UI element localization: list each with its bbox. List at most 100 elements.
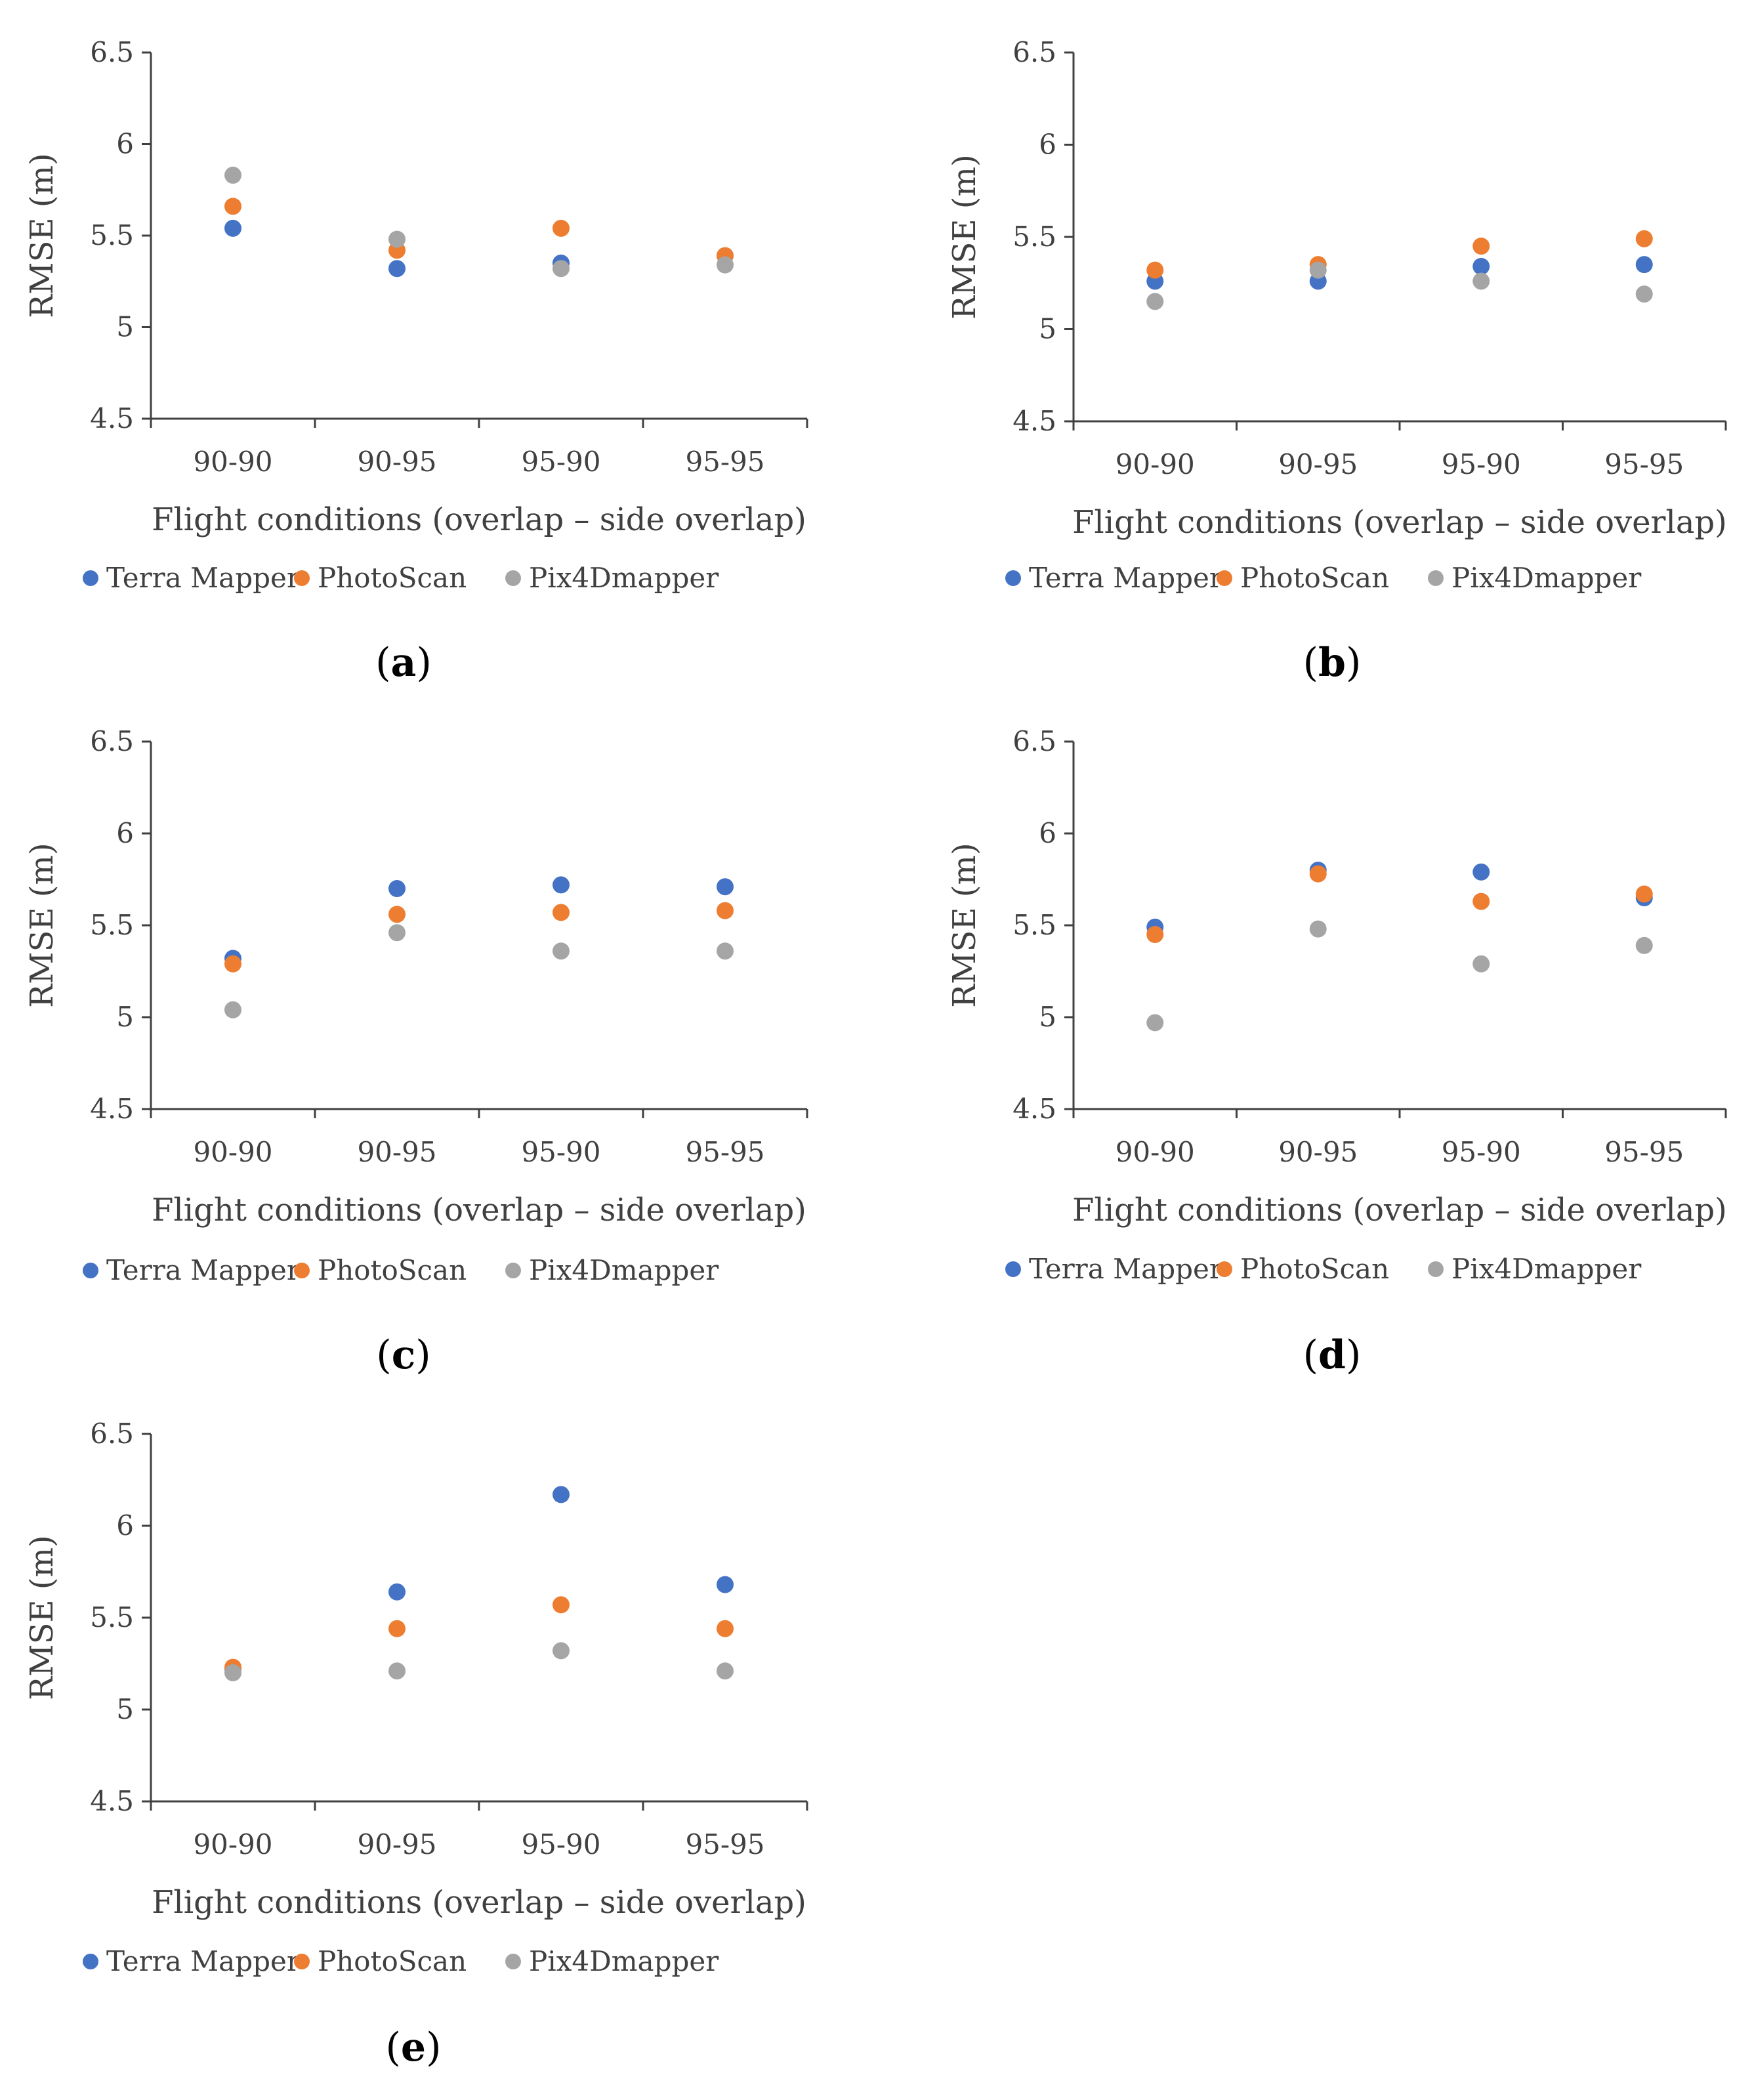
chart-panel-c: 4.5 5 5.5 6 6.5 90-90 90-95 95-90 95-95 Flight co… bbox=[24, 725, 808, 1378]
y-tick-label: 5 bbox=[116, 1693, 134, 1725]
y-axis-title: RMSE (m) bbox=[24, 1535, 60, 1700]
legend-label: PhotoScan bbox=[1240, 1253, 1389, 1285]
data-point-pix4dmapper bbox=[224, 166, 241, 184]
y-axis-title: RMSE (m) bbox=[24, 843, 60, 1007]
y-tick-label: 6 bbox=[1039, 129, 1056, 161]
data-point-terra-mapper bbox=[717, 1576, 734, 1593]
data-point-pix4dmapper bbox=[1472, 272, 1490, 290]
y-tick-label: 5.5 bbox=[90, 909, 134, 941]
x-tick-label: 95-90 bbox=[521, 1136, 600, 1168]
caption-close: ) bbox=[415, 1332, 430, 1378]
data-point-pix4dmapper bbox=[1635, 285, 1653, 303]
data-point-pix4dmapper bbox=[717, 256, 734, 274]
data-point-pix4dmapper bbox=[1146, 293, 1164, 310]
legend-label: Pix4Dmapper bbox=[1451, 562, 1642, 594]
data-point-pix4dmapper bbox=[1309, 261, 1327, 279]
legend-label: Pix4Dmapper bbox=[529, 1254, 719, 1286]
x-tick-label: 90-95 bbox=[357, 1828, 436, 1860]
chart-panel-d: 4.5 5 5.5 6 6.5 90-90 90-95 95-90 95-95 Flight co… bbox=[946, 725, 1727, 1378]
legend-label: Terra Mapper bbox=[1029, 1253, 1223, 1285]
legend-label: PhotoScan bbox=[318, 562, 467, 594]
y-tick-label: 4.5 bbox=[1012, 405, 1056, 437]
data-point-pix4dmapper bbox=[1635, 936, 1653, 954]
legend-label: PhotoScan bbox=[318, 1254, 467, 1286]
chart-panel-a: 4.5 5 5.5 6 6.5 90-90 90-95 95-90 95-95 Flight co… bbox=[24, 36, 808, 686]
y-tick-label: 5 bbox=[116, 311, 134, 343]
caption-letter: b bbox=[1318, 640, 1346, 686]
data-point-terra-mapper bbox=[1635, 256, 1653, 274]
data-point-terra-mapper bbox=[553, 1486, 570, 1503]
x-axis-title: Flight conditions (overlap – side overla… bbox=[1072, 1192, 1727, 1228]
data-point-photoscan bbox=[1635, 230, 1653, 247]
data-point-photoscan bbox=[388, 1620, 406, 1637]
x-tick-label: 90-95 bbox=[1278, 448, 1358, 480]
caption-open: ( bbox=[375, 640, 390, 686]
caption-open: ( bbox=[385, 2025, 400, 2070]
x-tick-label: 90-95 bbox=[1278, 1136, 1358, 1168]
y-tick-label: 6 bbox=[116, 817, 134, 849]
data-point-pix4dmapper bbox=[1146, 1014, 1164, 1032]
data-point-photoscan bbox=[717, 1620, 734, 1637]
chart-panel-e: 4.5 5 5.5 6 6.5 90-90 90-95 95-90 95-95 Flight co… bbox=[24, 1418, 808, 2070]
caption-close: ) bbox=[426, 2025, 441, 2070]
y-tick-label: 5 bbox=[1039, 1001, 1056, 1033]
data-point-photoscan bbox=[388, 906, 406, 923]
data-point-terra-mapper bbox=[388, 880, 406, 897]
legend-marker bbox=[1428, 1261, 1444, 1277]
x-tick-label: 90-90 bbox=[193, 1136, 272, 1168]
data-point-photoscan bbox=[1472, 238, 1490, 255]
data-point-terra-mapper bbox=[717, 878, 734, 896]
y-axis-title: RMSE (m) bbox=[946, 154, 983, 319]
x-tick-label: 90-90 bbox=[193, 446, 272, 478]
y-tick-label: 6 bbox=[116, 1509, 134, 1542]
y-tick-label: 4.5 bbox=[1012, 1093, 1056, 1125]
legend-marker bbox=[1428, 570, 1444, 586]
y-tick-label: 6.5 bbox=[90, 725, 134, 757]
data-point-terra-mapper bbox=[224, 219, 241, 237]
legend-marker bbox=[294, 570, 310, 586]
legend-marker bbox=[505, 1263, 521, 1278]
data-point-photoscan bbox=[553, 1596, 570, 1614]
data-point-pix4dmapper bbox=[388, 1662, 406, 1680]
chart-panel-b: 4.5 5 5.5 6 6.5 90-90 90-95 95-90 95-95 Flight co… bbox=[946, 36, 1727, 686]
caption-letter: a bbox=[391, 640, 417, 686]
legend-marker bbox=[294, 1954, 310, 1969]
caption-open: ( bbox=[376, 1332, 391, 1378]
x-tick-label: 95-90 bbox=[521, 446, 600, 478]
legend-marker bbox=[1005, 1261, 1021, 1277]
caption-close: ) bbox=[416, 640, 431, 686]
x-tick-label: 90-90 bbox=[1116, 1136, 1195, 1168]
caption-letter: e bbox=[401, 2025, 426, 2070]
data-point-terra-mapper bbox=[553, 876, 570, 894]
data-point-photoscan bbox=[717, 902, 734, 919]
panel-caption: (b) bbox=[1303, 640, 1362, 686]
data-point-photoscan bbox=[1635, 885, 1653, 903]
y-tick-label: 5.5 bbox=[90, 1601, 134, 1633]
data-point-photoscan bbox=[553, 904, 570, 921]
data-point-photoscan bbox=[1472, 892, 1490, 910]
y-axis-title: RMSE (m) bbox=[24, 153, 60, 318]
y-tick-label: 6.5 bbox=[90, 1418, 134, 1450]
y-tick-label: 5 bbox=[1039, 313, 1056, 345]
y-tick-label: 5.5 bbox=[1012, 909, 1056, 941]
x-axis-title: Flight conditions (overlap – side overla… bbox=[1072, 504, 1727, 541]
x-tick-label: 95-95 bbox=[685, 1828, 764, 1860]
data-point-pix4dmapper bbox=[224, 1001, 241, 1018]
y-tick-label: 6 bbox=[116, 128, 134, 160]
data-point-pix4dmapper bbox=[224, 1664, 241, 1681]
legend-marker bbox=[505, 570, 521, 586]
x-tick-label: 95-95 bbox=[1604, 448, 1684, 480]
data-point-pix4dmapper bbox=[553, 942, 570, 960]
x-axis-title: Flight conditions (overlap – side overla… bbox=[152, 1884, 806, 1921]
legend-label: Terra Mapper bbox=[106, 1945, 301, 1977]
y-tick-label: 5 bbox=[116, 1001, 134, 1033]
legend-marker bbox=[294, 1263, 310, 1278]
panel-caption: (a) bbox=[375, 640, 432, 686]
x-tick-label: 95-95 bbox=[1604, 1136, 1684, 1168]
legend-marker bbox=[83, 570, 98, 586]
x-tick-label: 95-90 bbox=[521, 1828, 600, 1860]
legend-label: Terra Mapper bbox=[106, 562, 301, 594]
data-point-photoscan bbox=[1146, 926, 1164, 943]
legend-label: PhotoScan bbox=[318, 1945, 467, 1977]
